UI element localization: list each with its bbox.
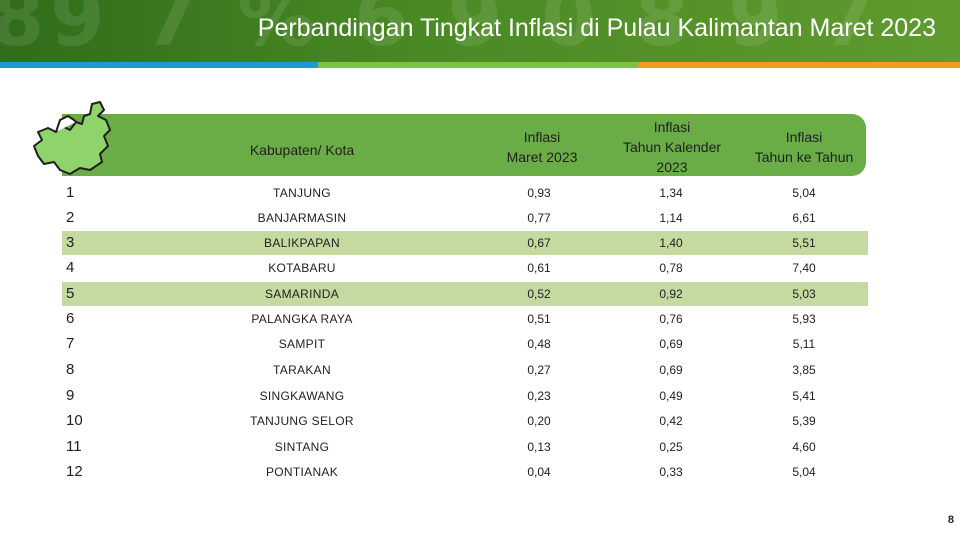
header-inflasi-yoy: Inflasi Tahun ke Tahun <box>754 129 854 165</box>
table-row: 1 TANJUNG 0,93 1,34 5,04 <box>66 184 816 201</box>
header-inflasi-maret: Inflasi Maret 2023 <box>506 129 578 165</box>
table-row: 12 PONTIANAK 0,04 0,33 5,04 <box>66 463 816 480</box>
table-row: 8 TARAKAN 0,27 0,69 3,85 <box>66 361 816 378</box>
accent-stripe-green <box>318 62 638 68</box>
table-row: 6 PALANGKA RAYA 0,51 0,76 5,93 <box>66 310 816 327</box>
page-number: 8 <box>947 514 954 526</box>
header-kabupaten: Kabupaten/ Kota <box>249 142 355 158</box>
table-row: 11 SINTANG 0,13 0,25 4,60 <box>66 438 816 455</box>
table-row: 10 TANJUNG SELOR 0,20 0,42 5,39 <box>66 412 816 429</box>
header-inflasi-tahun-kalender: Inflasi Tahun Kalender 2023 <box>622 119 722 175</box>
accent-stripe-orange <box>638 62 960 68</box>
table-row: 7 SAMPIT 0,48 0,69 5,11 <box>66 335 816 352</box>
table-header: Kabupaten/ Kota Inflasi Maret 2023 Infla… <box>62 114 866 176</box>
table-row-highlighted: 5 SAMARINDA 0,52 0,92 5,03 <box>62 282 868 306</box>
table-row: 9 SINGKAWANG 0,23 0,49 5,41 <box>66 387 816 404</box>
title-banner: 89 7 % 6 9 0 8 9 7 Perbandingan Tingkat … <box>0 0 960 62</box>
table-row-highlighted: 3 BALIKPAPAN 0,67 1,40 5,51 <box>62 231 868 255</box>
page-title: Perbandingan Tingkat Inflasi di Pulau Ka… <box>257 14 936 42</box>
accent-stripe-blue <box>0 62 318 68</box>
table-row: 2 BANJARMASIN 0,77 1,14 6,61 <box>66 209 816 226</box>
kalimantan-map-icon <box>33 101 111 175</box>
table-row: 4 KOTABARU 0,61 0,78 7,40 <box>66 259 816 276</box>
banner-decoration: 89 7 % 6 9 0 8 9 7 <box>0 0 882 62</box>
